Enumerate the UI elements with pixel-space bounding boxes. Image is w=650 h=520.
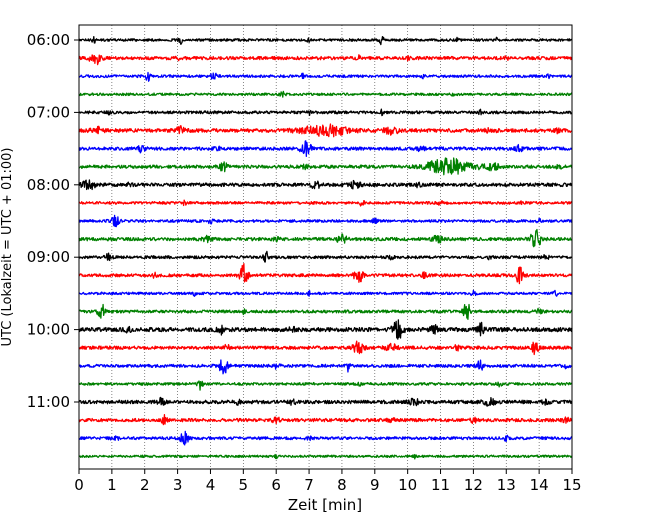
seismic-trace — [78, 179, 573, 191]
minute-grid — [111, 25, 540, 469]
seismic-trace — [78, 319, 573, 340]
seismic-trace — [78, 340, 573, 356]
seismic-trace — [78, 359, 573, 375]
seismic-trace — [78, 453, 573, 460]
y-tick-label: 10:00 — [27, 321, 70, 339]
seismic-trace — [78, 250, 573, 263]
y-tick-label: 06:00 — [27, 31, 70, 49]
seismic-trace — [78, 199, 573, 207]
x-tick-label: 2 — [140, 476, 150, 494]
seismic-trace — [78, 430, 573, 446]
trace-layer — [78, 35, 573, 460]
seismic-trace — [78, 263, 573, 285]
plot-frame — [78, 24, 573, 470]
seismic-trace — [78, 396, 573, 407]
x-tick-label: 12 — [464, 476, 483, 494]
seismic-trace — [78, 214, 573, 228]
seismic-trace — [78, 303, 573, 320]
seismic-trace — [78, 157, 573, 176]
x-tick-label: 14 — [530, 476, 549, 494]
y-tick-label: 08:00 — [27, 176, 70, 194]
seismic-trace — [78, 54, 573, 66]
seismic-trace — [78, 289, 573, 297]
x-tick-label: 8 — [337, 476, 347, 494]
x-axis-label: Zeit [min] — [288, 496, 362, 514]
seismic-trace — [78, 380, 573, 391]
y-tick-label: 11:00 — [27, 393, 70, 411]
x-tick-label: 11 — [431, 476, 450, 494]
x-tick-label: 1 — [107, 476, 117, 494]
seismic-trace — [78, 414, 573, 426]
x-tick-label: 10 — [398, 476, 417, 494]
seismic-trace — [78, 35, 573, 46]
y-tick-label: 07:00 — [27, 103, 70, 121]
y-axis-label: UTC (Lokalzeit = UTC + 01:00) — [0, 148, 15, 347]
y-tick-label: 09:00 — [27, 248, 70, 266]
x-tick-label: 4 — [206, 476, 216, 494]
x-tick-label: 7 — [304, 476, 314, 494]
x-tick-label: 9 — [370, 476, 380, 494]
x-tick-label: 6 — [271, 476, 281, 494]
seismic-trace — [78, 123, 573, 138]
seismic-trace — [78, 140, 573, 157]
seismic-trace — [78, 90, 573, 98]
x-tick-label: 5 — [239, 476, 249, 494]
seismic-trace — [78, 228, 573, 248]
x-axis-ticks: 0 1 2 3 4 5 6 7 8 9 10 11 12 13 14 15 — [74, 469, 582, 494]
x-tick-label: 15 — [562, 476, 581, 494]
seismic-trace — [78, 71, 573, 82]
seismic-trace — [78, 108, 573, 117]
y-axis-ticks: 06:00 07:00 08:00 09:00 10:00 11:00 — [27, 31, 79, 411]
x-tick-label: 13 — [497, 476, 516, 494]
x-tick-label: 0 — [74, 476, 84, 494]
x-tick-label: 3 — [173, 476, 183, 494]
